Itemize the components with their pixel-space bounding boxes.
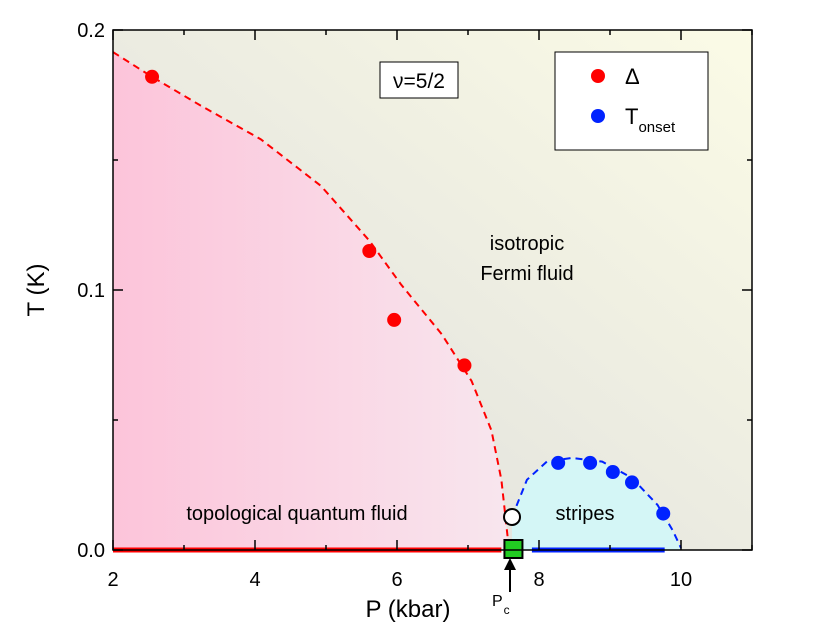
legend-label: Δ bbox=[625, 64, 640, 89]
pc-arrowhead bbox=[504, 558, 516, 570]
filling-box bbox=[379, 61, 459, 99]
data-point bbox=[583, 455, 598, 470]
y-tick-label: 0.0 bbox=[77, 540, 105, 562]
phase-boundary bbox=[112, 51, 510, 545]
pc-label: P bbox=[492, 593, 503, 610]
data-point bbox=[387, 312, 402, 327]
x-tick-label: 8 bbox=[533, 569, 544, 591]
data-point bbox=[551, 455, 566, 470]
phase-boundary bbox=[511, 456, 682, 549]
critical-point bbox=[503, 539, 524, 559]
data-point bbox=[625, 475, 640, 490]
region-label: stripes bbox=[556, 503, 615, 525]
x-tick-label: 2 bbox=[107, 569, 118, 591]
x-axis-label: P (kbar) bbox=[366, 596, 451, 623]
legend-marker bbox=[591, 69, 605, 83]
y-axis-label: T (K) bbox=[23, 264, 50, 317]
legend-label: Δ bbox=[625, 64, 640, 89]
data-point bbox=[145, 69, 160, 84]
region-label: Fermi fluid bbox=[480, 263, 573, 285]
region-label: topological quantum fluid bbox=[186, 503, 407, 525]
region-label: isotropic bbox=[490, 233, 564, 255]
legend-marker bbox=[591, 109, 605, 123]
phase-region bbox=[113, 52, 509, 550]
legend-box bbox=[554, 51, 709, 151]
y-tick-label: 0.1 bbox=[77, 280, 105, 302]
data-point bbox=[605, 465, 620, 479]
critical-point bbox=[503, 507, 522, 526]
pc-label: Pc bbox=[492, 593, 510, 617]
legend-label: Tonset bbox=[625, 104, 676, 136]
data-point bbox=[656, 506, 671, 521]
x-tick-label: 10 bbox=[670, 569, 692, 591]
data-point bbox=[362, 244, 377, 258]
data-point bbox=[457, 358, 472, 373]
pc-subscript: c bbox=[504, 603, 510, 617]
filling-label: ν=5/2 bbox=[393, 70, 445, 93]
phase-region bbox=[512, 457, 681, 550]
y-tick-label: 0.2 bbox=[77, 20, 105, 42]
x-tick-label: 6 bbox=[391, 569, 402, 591]
legend-subscript: onset bbox=[638, 119, 676, 136]
x-tick-label: 4 bbox=[249, 569, 260, 591]
legend-label: T bbox=[625, 104, 638, 129]
